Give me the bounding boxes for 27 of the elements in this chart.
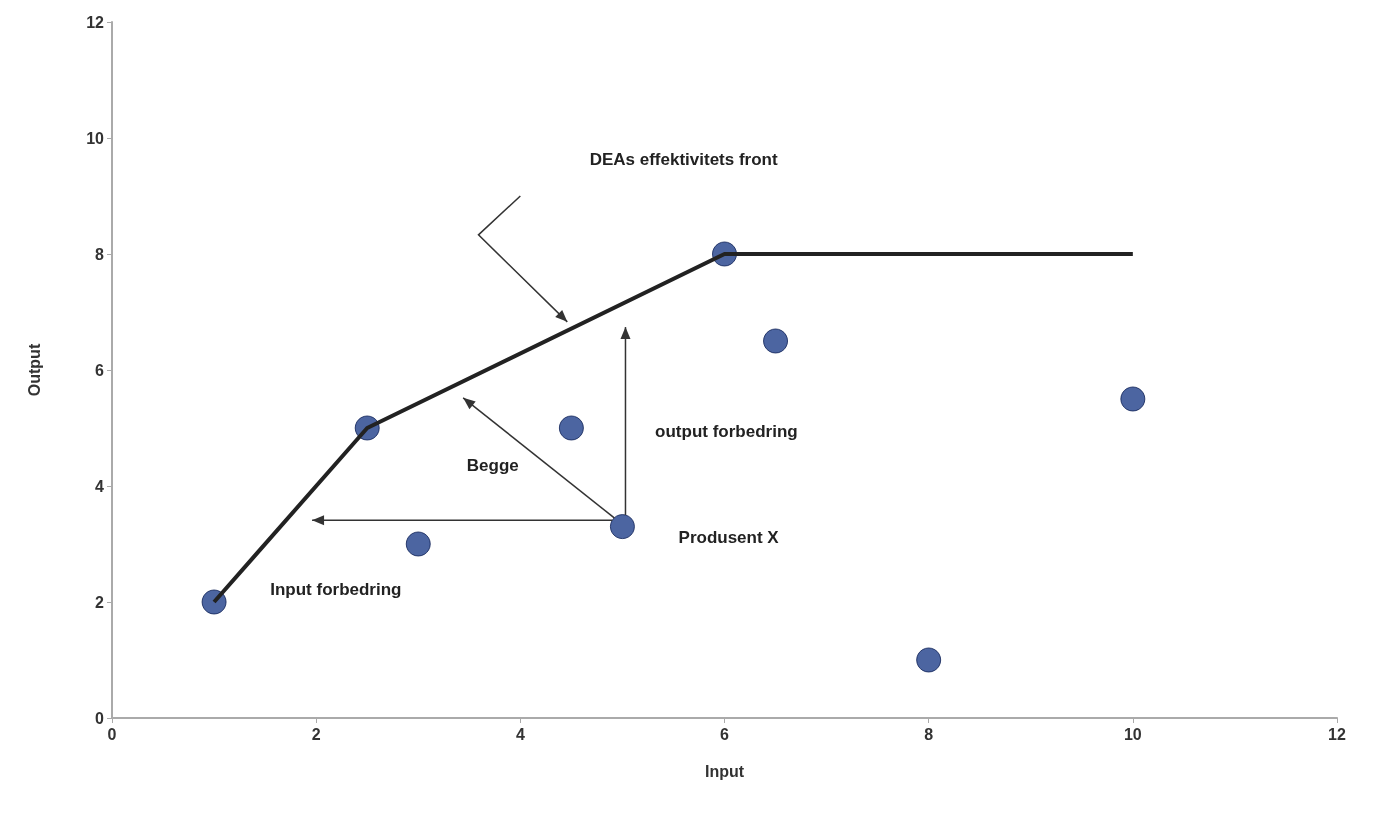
point: [1120, 386, 1146, 412]
x-tick-label: 4: [515, 725, 525, 743]
x-tick-label: 10: [1123, 725, 1142, 743]
annotation: Begge: [466, 456, 519, 476]
x-tick-label: 8: [924, 725, 934, 743]
point: [405, 531, 431, 557]
y-tick-label: 8: [95, 245, 105, 263]
x-tick-label: 6: [720, 725, 730, 743]
point: [916, 647, 942, 673]
point: [763, 328, 789, 354]
annotation: Produsent X: [678, 527, 780, 547]
point: [609, 514, 635, 540]
x-axis-title: Input: [704, 762, 745, 780]
x-tick-label: 0: [107, 725, 117, 743]
y-tick-label: 12: [86, 13, 105, 31]
annotation: DEAs effektivitets front: [589, 149, 778, 169]
annotation: output forbedring: [655, 421, 798, 441]
y-axis-title: Output: [25, 343, 43, 397]
y-tick-label: 0: [95, 709, 105, 727]
x-tick-label: 2: [311, 725, 321, 743]
y-tick-label: 6: [95, 361, 105, 379]
y-tick-label: 4: [95, 477, 105, 495]
point: [558, 415, 584, 441]
y-tick-label: 10: [86, 129, 105, 147]
annotation: Input forbedring: [270, 579, 402, 599]
x-tick-label: 12: [1328, 725, 1346, 743]
y-tick-label: 2: [95, 593, 105, 611]
